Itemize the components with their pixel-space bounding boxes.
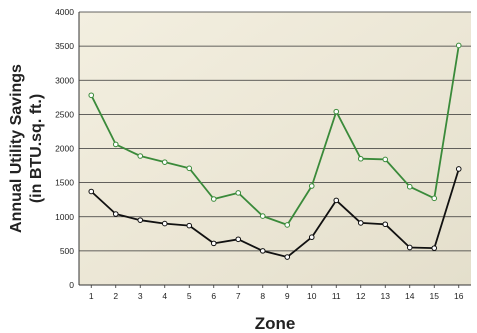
series-line-1 — [90, 45, 460, 226]
data-point — [406, 183, 413, 190]
data-point — [259, 213, 266, 219]
y-tick-label: 2000 — [55, 144, 74, 154]
x-tick-label: 14 — [405, 291, 415, 301]
data-point — [284, 254, 291, 260]
y-tick-label: 0 — [69, 280, 74, 290]
x-tick-label: 5 — [187, 291, 192, 301]
x-axis-title: Zone — [255, 314, 296, 333]
data-point — [137, 217, 144, 223]
data-point — [382, 156, 389, 163]
y-tick-label: 3000 — [55, 75, 74, 85]
x-tick-label: 10 — [307, 291, 317, 301]
data-point — [186, 222, 193, 229]
data-point — [88, 92, 95, 99]
data-point — [161, 220, 168, 227]
y-tick-label: 3500 — [55, 41, 74, 51]
y-tick-label: 1500 — [55, 178, 74, 188]
data-point — [308, 234, 315, 241]
data-point — [357, 155, 364, 162]
x-tick-label: 11 — [332, 291, 341, 301]
x-tick-label: 4 — [162, 291, 167, 301]
data-point — [382, 221, 389, 228]
data-point — [210, 240, 217, 247]
data-point — [308, 183, 315, 189]
data-point — [235, 236, 242, 243]
data-point — [357, 220, 364, 226]
series-line-2 — [90, 168, 460, 258]
data-point — [431, 195, 438, 202]
data-point — [455, 42, 462, 49]
data-point — [333, 108, 340, 115]
x-tick-label: 16 — [454, 291, 464, 301]
x-tick-label: 2 — [113, 291, 118, 301]
data-point — [235, 190, 242, 196]
data-point — [210, 196, 217, 202]
data-point — [455, 166, 462, 172]
data-point — [284, 222, 291, 228]
data-point — [112, 141, 119, 148]
data-point — [333, 197, 340, 204]
y-tick-label: 1000 — [55, 212, 74, 222]
x-tick-label: 7 — [236, 291, 241, 301]
x-tick-label: 6 — [211, 291, 216, 301]
data-point — [112, 211, 119, 217]
data-point — [137, 153, 144, 159]
data-point — [88, 188, 95, 195]
y-axis-title-line1: Annual Utility Savings — [8, 64, 25, 233]
y-tick-label: 4000 — [55, 7, 74, 17]
data-point — [431, 245, 438, 251]
x-tick-label: 12 — [356, 291, 366, 301]
y-tick-label: 500 — [60, 246, 74, 256]
x-tick-label: 8 — [260, 291, 265, 301]
x-tick-label: 9 — [285, 291, 290, 301]
y-axis-title-line2: (in BTU.sq. ft.) — [28, 94, 45, 203]
data-point — [161, 159, 168, 165]
y-tick-label: 2500 — [55, 109, 74, 119]
x-tick-label: 3 — [138, 291, 143, 301]
data-point — [406, 244, 413, 251]
x-tick-label: 13 — [381, 291, 391, 301]
x-tick-label: 1 — [89, 291, 94, 301]
data-point — [186, 165, 193, 172]
x-tick-label: 15 — [430, 291, 440, 301]
data-point — [259, 248, 266, 254]
